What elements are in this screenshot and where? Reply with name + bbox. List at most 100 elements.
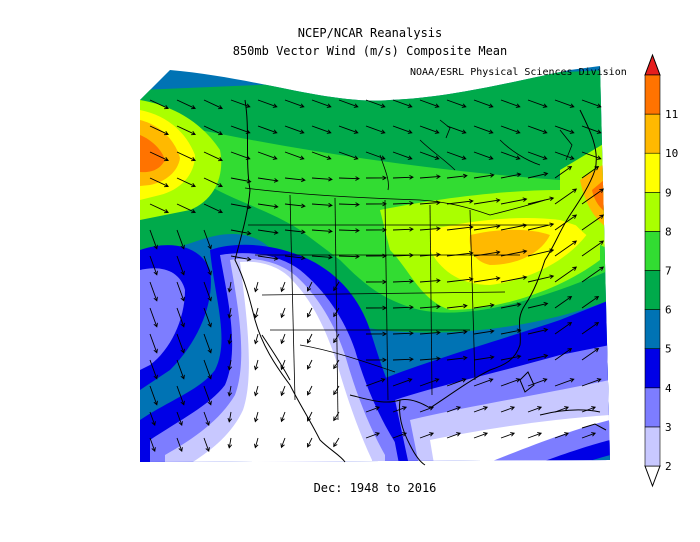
- wind-vector-arrow: [176, 307, 185, 328]
- wind-vector-arrow: [554, 432, 570, 439]
- wind-vector-arrow: [365, 201, 387, 207]
- colorbar-cell: [644, 74, 661, 115]
- wind-vector-arrow: [333, 281, 340, 292]
- wind-vector-arrow: [554, 188, 578, 205]
- wind-vector-arrow: [392, 125, 413, 134]
- wind-vector-arrow: [581, 432, 597, 439]
- wind-vector-arrow: [365, 175, 387, 181]
- wind-vector-arrow: [473, 99, 494, 108]
- wind-vector-arrow: [500, 197, 528, 205]
- wind-vector-arrow: [419, 125, 440, 134]
- wind-vector-arrow: [392, 99, 413, 108]
- wind-vector-arrow: [311, 254, 333, 260]
- wind-vector-arrow: [554, 214, 578, 231]
- wind-vector-arrow: [500, 378, 521, 387]
- wind-vector-arrow: [284, 255, 306, 261]
- wind-vector-arrow: [311, 228, 333, 234]
- wind-vector-arrow: [311, 99, 332, 108]
- wind-vector-arrow: [176, 99, 196, 110]
- wind-vector-arrow: [230, 255, 252, 262]
- colorbar-labels: 2 3 4 5 6 7 8 9 10 11: [665, 108, 678, 473]
- wind-speed-field: [140, 66, 610, 462]
- wind-vector-arrow: [257, 125, 278, 134]
- wind-vector-arrow: [581, 295, 600, 309]
- wind-vector-arrow: [473, 125, 494, 134]
- wind-vector-arrow: [392, 356, 414, 362]
- wind-vector-arrow: [176, 385, 185, 406]
- colorbar-cell: [644, 231, 661, 271]
- wind-vector-arrow: [280, 359, 286, 371]
- colorbar-cell: [644, 270, 661, 310]
- wind-vector-arrow: [473, 276, 501, 283]
- wind-vector-arrow: [527, 353, 549, 361]
- wind-vector-arrow: [500, 223, 528, 231]
- political-borders: [244, 119, 573, 421]
- wind-vector-arrow: [257, 177, 279, 183]
- colorbar-tick-label: 4: [665, 382, 672, 395]
- wind-vector-arrow: [554, 240, 578, 257]
- wind-vector-arrow: [581, 347, 600, 361]
- wind-vector-arrow: [203, 281, 212, 302]
- wind-vector-arrow: [306, 281, 313, 292]
- wind-vector-arrow: [176, 151, 196, 162]
- colorbar-max-triangle: [644, 53, 661, 76]
- wind-vector-arrow: [392, 406, 408, 413]
- wind-vector-arrow: [554, 347, 573, 361]
- colorbar-cell: [644, 348, 661, 389]
- wind-vector-arrow: [581, 406, 597, 413]
- wind-vector-arrow: [149, 437, 156, 453]
- wind-vector-arrow: [554, 165, 573, 179]
- wind-vector-arrow: [257, 151, 278, 160]
- wind-vector-arrow: [311, 125, 332, 134]
- wind-vector-arrow: [176, 229, 185, 250]
- wind-vector-arrow: [311, 202, 333, 208]
- wind-vector-arrow: [227, 307, 233, 319]
- wind-vector-arrow: [473, 378, 494, 387]
- wind-vector-arrow: [149, 385, 158, 406]
- wind-vector-arrow: [149, 255, 158, 276]
- wind-vector-arrow: [419, 378, 440, 387]
- wind-vector-arrow: [280, 281, 286, 293]
- wind-vector-arrow: [149, 359, 158, 380]
- wind-vector-arrow: [176, 359, 185, 380]
- wind-vector-arrow: [473, 432, 489, 439]
- wind-vector-arrow: [333, 333, 340, 344]
- wind-vector-arrow: [527, 378, 548, 387]
- wind-vector-arrow: [176, 411, 183, 427]
- wind-vector-arrow: [554, 125, 575, 134]
- wind-vector-arrow: [581, 378, 602, 387]
- wind-vector-arrow: [527, 125, 548, 134]
- wind-vector-arrow: [527, 151, 548, 160]
- wind-vector-arrow: [554, 378, 575, 387]
- wind-vector-arrow: [581, 188, 605, 205]
- wind-vector-arrow: [284, 151, 305, 160]
- colorbar-cell: [644, 113, 661, 154]
- wind-vectors: [149, 99, 605, 453]
- wind-vector-arrow: [230, 203, 252, 210]
- wind-vector-arrow: [203, 307, 212, 328]
- wind-vector-arrow: [306, 307, 313, 318]
- wind-vector-arrow: [581, 99, 602, 108]
- period-label: Dec: 1948 to 2016: [313, 481, 437, 495]
- wind-vector-arrow: [176, 281, 185, 302]
- colorbar-cell: [644, 309, 661, 350]
- wind-vector-arrow: [253, 385, 259, 397]
- wind-vector-arrow: [338, 176, 360, 181]
- wind-vector-arrow: [253, 359, 259, 371]
- wind-vector-arrow: [257, 99, 278, 108]
- wind-vector-arrow: [446, 406, 462, 413]
- wind-vector-arrow: [338, 202, 360, 207]
- wind-vector-arrow: [338, 99, 359, 108]
- wind-vector-arrow: [554, 151, 575, 160]
- wind-vector-arrow: [500, 151, 521, 160]
- wind-vector-arrow: [527, 248, 555, 257]
- wind-vector-arrow: [149, 125, 169, 136]
- colorbar-cell: [644, 426, 661, 467]
- colorbar-tick-label: 3: [665, 421, 672, 434]
- wind-vector-arrow: [419, 406, 435, 413]
- wind-vector-arrow: [149, 333, 158, 354]
- wind-vector-arrow: [203, 255, 212, 276]
- wind-vector-arrow: [284, 229, 306, 235]
- wind-vector-arrow: [253, 437, 259, 449]
